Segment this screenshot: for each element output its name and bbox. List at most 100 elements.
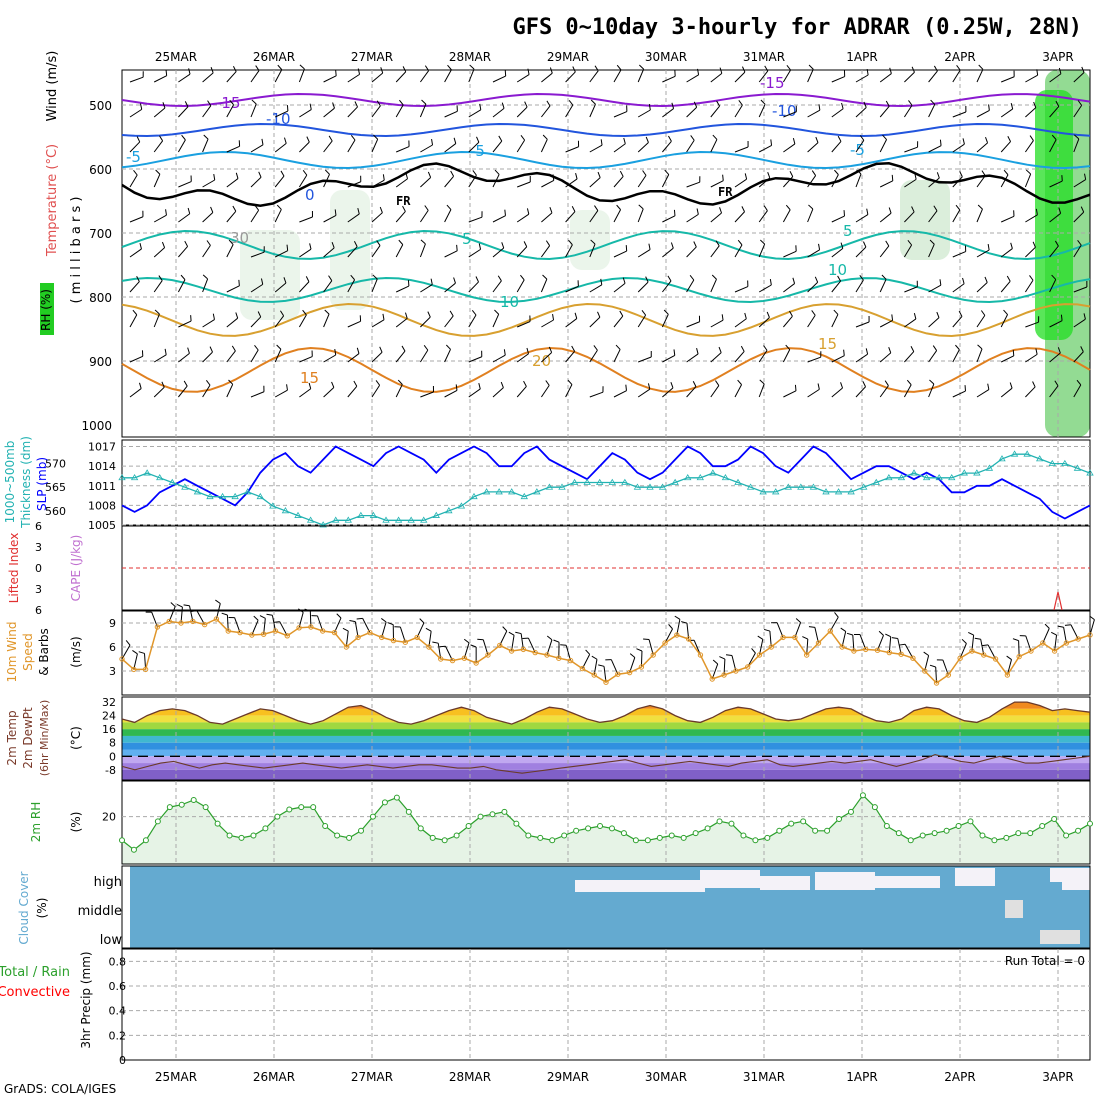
upper-wind-barb-flag — [161, 381, 165, 388]
upper-wind-barb-flag — [929, 379, 935, 385]
wind-speed-point — [768, 644, 774, 650]
upper-wind-barb — [855, 173, 862, 188]
upper-wind-barb — [1025, 321, 1039, 328]
upper-wind-barb-flag — [155, 169, 161, 175]
thickness-point — [960, 469, 968, 476]
upper-wind-barb — [1024, 140, 1034, 153]
upper-wind-barb — [395, 350, 406, 363]
cloud-panel-frame — [121, 865, 1091, 949]
upper-wind-barb-flag — [526, 208, 530, 215]
upper-wind-barb — [274, 209, 282, 223]
wind-speed-point — [178, 620, 184, 626]
upper-wind-barb — [298, 174, 308, 188]
upper-wind-barb — [904, 178, 917, 188]
upper-wind-barb — [1073, 244, 1082, 258]
wind-speed-point — [615, 671, 621, 677]
upper-wind-barb — [758, 317, 770, 328]
upper-wind-barb — [153, 354, 167, 363]
upper-wind-barb — [589, 210, 599, 223]
upper-wind-barb — [928, 145, 942, 153]
upper-wind-barb — [879, 245, 890, 258]
wind-speed-point — [709, 676, 715, 682]
rh-legend-swatch — [40, 283, 54, 335]
upper-wind-barb — [444, 250, 458, 258]
rh-point — [405, 808, 412, 815]
surface-wind-barb-flag — [553, 639, 560, 643]
upper-wind-barb — [855, 140, 865, 153]
upper-wind-barb — [904, 146, 918, 153]
upper-wind-barb-flag — [622, 277, 626, 284]
thickness-point — [709, 469, 717, 476]
upper-wind-barb — [468, 248, 481, 258]
upper-wind-barb-flag — [856, 169, 862, 175]
upper-wind-barb-flag — [469, 64, 475, 70]
upper-wind-barb — [855, 107, 867, 118]
wind-speed-point — [414, 634, 420, 641]
cloud-gap-low — [1005, 900, 1023, 918]
upper-wind-barb — [226, 384, 234, 398]
wind-label-units: (m/s) — [69, 636, 83, 667]
upper-wind-barb — [468, 141, 480, 153]
upper-wind-barb — [419, 349, 429, 363]
upper-wind-barb — [952, 69, 961, 83]
pressure-tick-label: 900 — [89, 355, 112, 369]
upper-wind-barb — [420, 284, 433, 293]
upper-wind-barb — [879, 319, 893, 328]
isotherm-line — [121, 276, 1091, 304]
temp-tick-label: -8 — [105, 764, 116, 777]
upper-wind-barb — [226, 244, 234, 258]
wind-speed-point — [296, 625, 302, 631]
freezing-level-line — [121, 162, 1091, 207]
temp-tick-label: 8 — [109, 737, 116, 750]
surface-wind-barb-flag — [349, 620, 356, 623]
thickness-point — [985, 464, 994, 471]
upper-wind-barb — [299, 141, 310, 153]
upper-wind-barb-flag — [424, 65, 430, 71]
wind-speed-point — [662, 640, 668, 646]
upper-wind-barb-flag — [324, 309, 330, 315]
upper-wind-barb-flag — [430, 278, 433, 285]
wind-speed-point — [1087, 632, 1093, 638]
upper-wind-barb — [129, 314, 138, 328]
rh-point — [931, 830, 938, 837]
isotherm-label: -5 — [126, 148, 141, 166]
upper-wind-barb — [153, 313, 160, 328]
upper-wind-barb — [395, 71, 407, 83]
upper-wind-barb-flag — [616, 204, 621, 210]
upper-wind-barb-flag — [1083, 313, 1086, 320]
upper-wind-barb — [250, 349, 259, 363]
upper-wind-barb — [1049, 180, 1063, 188]
upper-wind-barb — [541, 105, 551, 118]
upper-wind-barb — [565, 211, 576, 223]
upper-wind-barb-flag — [977, 344, 983, 350]
rh-point — [752, 837, 759, 844]
rh-point — [919, 832, 926, 839]
upper-wind-barb — [686, 279, 695, 293]
wind-speed-point — [1016, 653, 1022, 660]
upper-wind-barb — [396, 146, 410, 153]
upper-wind-barb — [686, 106, 698, 118]
upper-wind-barb-flag — [866, 208, 869, 215]
date-label-top: 2APR — [944, 50, 975, 64]
wind-speed-point — [922, 668, 928, 674]
upper-wind-barb — [274, 389, 288, 398]
upper-wind-barb — [928, 177, 940, 188]
rh-area — [122, 795, 1090, 864]
date-label-top: 27MAR — [351, 50, 393, 64]
upper-wind-barb-flag — [891, 314, 894, 321]
upper-wind-barb-flag — [229, 99, 234, 106]
upper-wind-barb-flag — [741, 66, 746, 73]
upper-wind-barb — [1025, 107, 1037, 118]
upper-wind-barb — [613, 349, 621, 363]
surface-wind-barb-flag — [757, 635, 764, 640]
upper-wind-barb — [1000, 355, 1015, 363]
upper-wind-barb-flag — [939, 139, 942, 146]
pressure-tick-label: 1000 — [81, 419, 112, 433]
surface-wind-barb-flag — [674, 615, 681, 620]
upper-wind-barb — [1000, 280, 1011, 293]
upper-wind-barb — [831, 141, 842, 153]
surface-wind-barb-flag — [1050, 631, 1057, 636]
thickness-point — [772, 488, 780, 495]
date-label-top: 25MAR — [155, 50, 197, 64]
upper-wind-barb-flag — [715, 380, 720, 386]
